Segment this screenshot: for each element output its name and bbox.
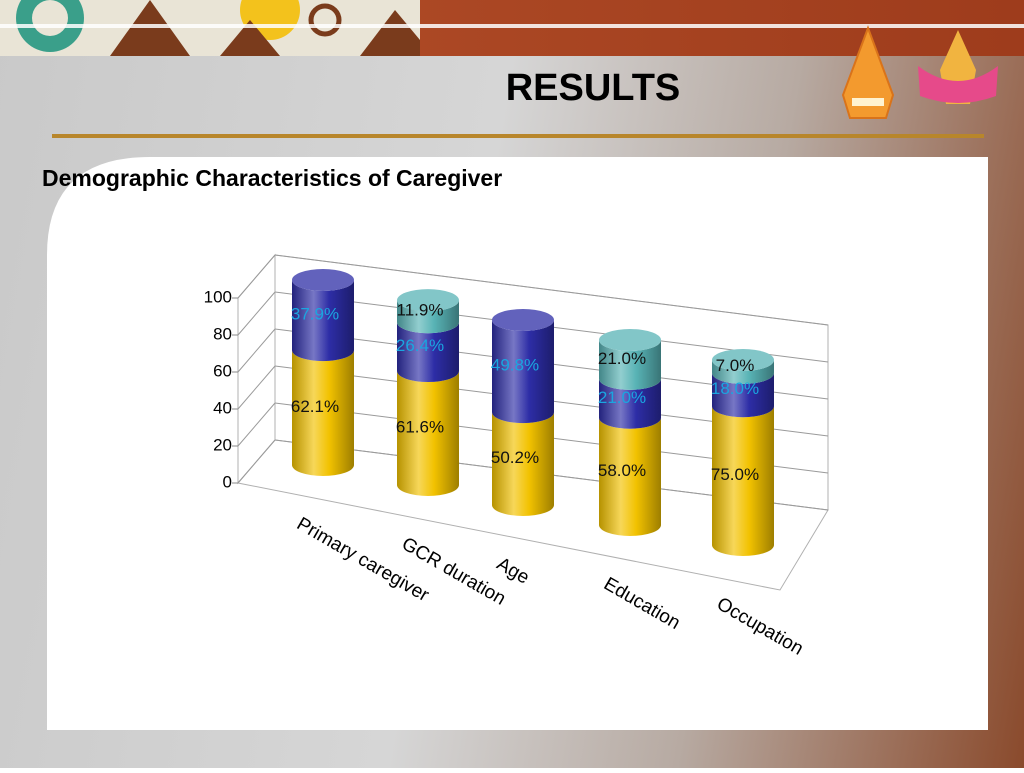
cylinder-segment bbox=[397, 322, 459, 383]
y-tick-label: 60 bbox=[213, 361, 232, 380]
value-label: 61.6% bbox=[396, 418, 444, 437]
slide-title: RESULTS bbox=[506, 67, 681, 109]
cylinder-segment bbox=[599, 378, 661, 429]
cylinder-segment bbox=[599, 417, 661, 536]
banner-stripe bbox=[0, 24, 1024, 28]
cylinder-segment bbox=[397, 371, 459, 496]
value-label: 75.0% bbox=[711, 465, 759, 484]
y-tick-label: 40 bbox=[213, 398, 232, 417]
title-rule bbox=[52, 134, 984, 138]
value-label: 49.8% bbox=[491, 356, 539, 375]
cylinder-top bbox=[492, 309, 554, 331]
y-tick-label: 80 bbox=[213, 324, 232, 343]
logo-left bbox=[841, 25, 895, 119]
cylinder-top bbox=[712, 349, 774, 371]
value-label: 21.0% bbox=[598, 388, 646, 407]
value-label: 37.9% bbox=[291, 305, 339, 324]
y-tick-label: 20 bbox=[213, 435, 232, 454]
y-tick-label: 0 bbox=[223, 472, 232, 491]
cylinder-segment bbox=[492, 320, 554, 424]
grid-line bbox=[237, 291, 276, 336]
grid-line bbox=[237, 328, 276, 373]
cylinder-segment bbox=[292, 280, 354, 362]
cylinder-top bbox=[599, 329, 661, 351]
cylinder-segment bbox=[599, 340, 661, 390]
grid-line bbox=[237, 439, 276, 484]
cylinder-segment bbox=[397, 300, 459, 334]
grid-line bbox=[274, 254, 829, 326]
cylinder-top bbox=[397, 289, 459, 312]
cylinder-segment bbox=[492, 412, 554, 516]
y-tick-label: 100 bbox=[204, 287, 232, 306]
grid-line bbox=[237, 365, 276, 410]
chart-subtitle: Demographic Characteristics of Caregiver bbox=[42, 165, 502, 191]
cylinder-segment bbox=[712, 406, 774, 556]
value-label: 50.2% bbox=[491, 448, 539, 467]
cylinder-top bbox=[292, 269, 354, 291]
grid-line bbox=[237, 402, 276, 447]
value-label: 62.1% bbox=[291, 397, 339, 416]
grid-line bbox=[237, 254, 276, 299]
value-label: 11.9% bbox=[397, 301, 444, 320]
value-label: 7.0% bbox=[716, 356, 755, 375]
cylinder-segment bbox=[712, 360, 774, 384]
logo-right bbox=[918, 30, 998, 104]
cylinder-segment bbox=[712, 372, 774, 418]
value-label: 21.0% bbox=[598, 349, 646, 368]
value-label: 18.0% bbox=[711, 379, 759, 398]
value-label: 58.0% bbox=[598, 461, 646, 480]
cylinder-segment bbox=[292, 350, 354, 476]
value-label: 26.4% bbox=[396, 336, 444, 355]
